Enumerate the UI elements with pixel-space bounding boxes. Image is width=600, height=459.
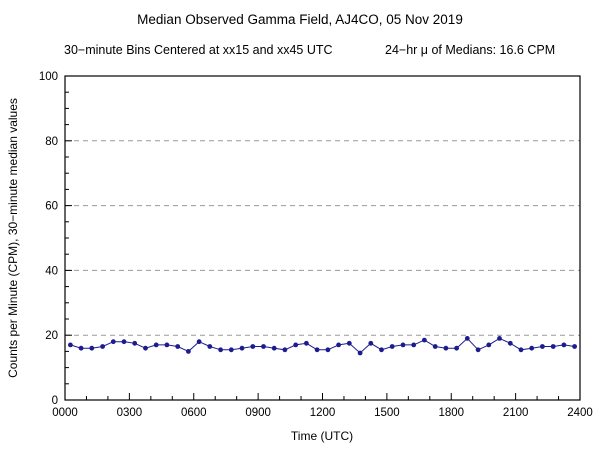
data-point xyxy=(486,342,492,348)
data-point xyxy=(78,345,84,351)
y-tick-label: 20 xyxy=(45,330,58,342)
data-point xyxy=(143,345,148,351)
data-point xyxy=(121,339,127,345)
x-tick-label: 0900 xyxy=(245,407,271,419)
data-point xyxy=(518,347,524,353)
data-point xyxy=(346,340,352,346)
x-tick-label: 1800 xyxy=(438,407,464,419)
y-tick-label: 0 xyxy=(52,395,58,407)
data-point xyxy=(293,342,299,348)
data-point xyxy=(572,344,577,349)
data-series xyxy=(68,336,577,356)
data-point xyxy=(175,344,181,349)
y-tick-label: 60 xyxy=(45,201,58,213)
data-point xyxy=(218,347,224,353)
data-point xyxy=(250,344,256,349)
plot-frame xyxy=(64,75,581,401)
data-point xyxy=(561,342,567,348)
x-tick-label: 2400 xyxy=(567,407,593,419)
data-point xyxy=(432,344,438,349)
data-point xyxy=(422,337,427,343)
data-point xyxy=(207,344,213,349)
data-point xyxy=(443,345,449,351)
data-point xyxy=(164,342,170,348)
x-axis-title: Time (UTC) xyxy=(291,429,353,443)
data-point xyxy=(304,340,309,346)
data-point xyxy=(153,342,159,348)
data-point xyxy=(282,347,288,353)
grid-layer xyxy=(65,140,580,336)
data-point xyxy=(454,345,459,351)
data-point xyxy=(314,347,320,353)
y-axis-title: Counts per Minute (CPM), 30−minute media… xyxy=(6,98,20,378)
data-point xyxy=(110,339,116,345)
data-point xyxy=(379,347,384,353)
data-point xyxy=(325,347,331,353)
data-point xyxy=(497,336,502,341)
data-point xyxy=(464,336,470,341)
data-point xyxy=(336,342,341,348)
data-point xyxy=(68,342,73,348)
data-point xyxy=(228,347,234,353)
x-tick-label: 0000 xyxy=(52,407,78,419)
data-point xyxy=(368,340,374,346)
data-point xyxy=(540,344,545,349)
x-tick-label: 0300 xyxy=(117,407,143,419)
chart-title: Median Observed Gamma Field, AJ4CO, 05 N… xyxy=(137,12,463,27)
y-tick-label: 40 xyxy=(45,265,58,277)
data-point xyxy=(89,345,95,351)
data-point xyxy=(261,344,266,349)
chart-subtitle-mean: 24−hr μ of Medians: 16.6 CPM xyxy=(385,43,555,57)
data-point xyxy=(550,344,556,349)
data-point xyxy=(529,345,535,351)
y-tick-label: 80 xyxy=(45,136,58,148)
data-point xyxy=(132,340,138,346)
data-point xyxy=(411,342,417,348)
x-tick-label: 0600 xyxy=(181,407,207,419)
data-point xyxy=(475,347,481,353)
data-point xyxy=(239,345,245,351)
data-point xyxy=(100,344,105,349)
data-point xyxy=(271,345,277,351)
chart-subtitle-bins: 30−minute Bins Centered at xx15 and xx45… xyxy=(64,43,333,57)
data-point xyxy=(400,342,406,348)
data-point xyxy=(389,344,395,349)
x-tick-label: 1200 xyxy=(310,407,336,419)
x-tick-label: 1500 xyxy=(374,407,400,419)
y-tick-label: 100 xyxy=(39,71,58,83)
x-tick-label: 2100 xyxy=(503,407,529,419)
data-point xyxy=(196,339,202,345)
axis-layer: 0 20 40 60 80 100 0000 0300 0600 0900 1200 1500 1800… xyxy=(39,71,593,419)
data-point xyxy=(507,340,513,346)
data-point xyxy=(186,349,191,354)
data-point xyxy=(357,350,363,356)
